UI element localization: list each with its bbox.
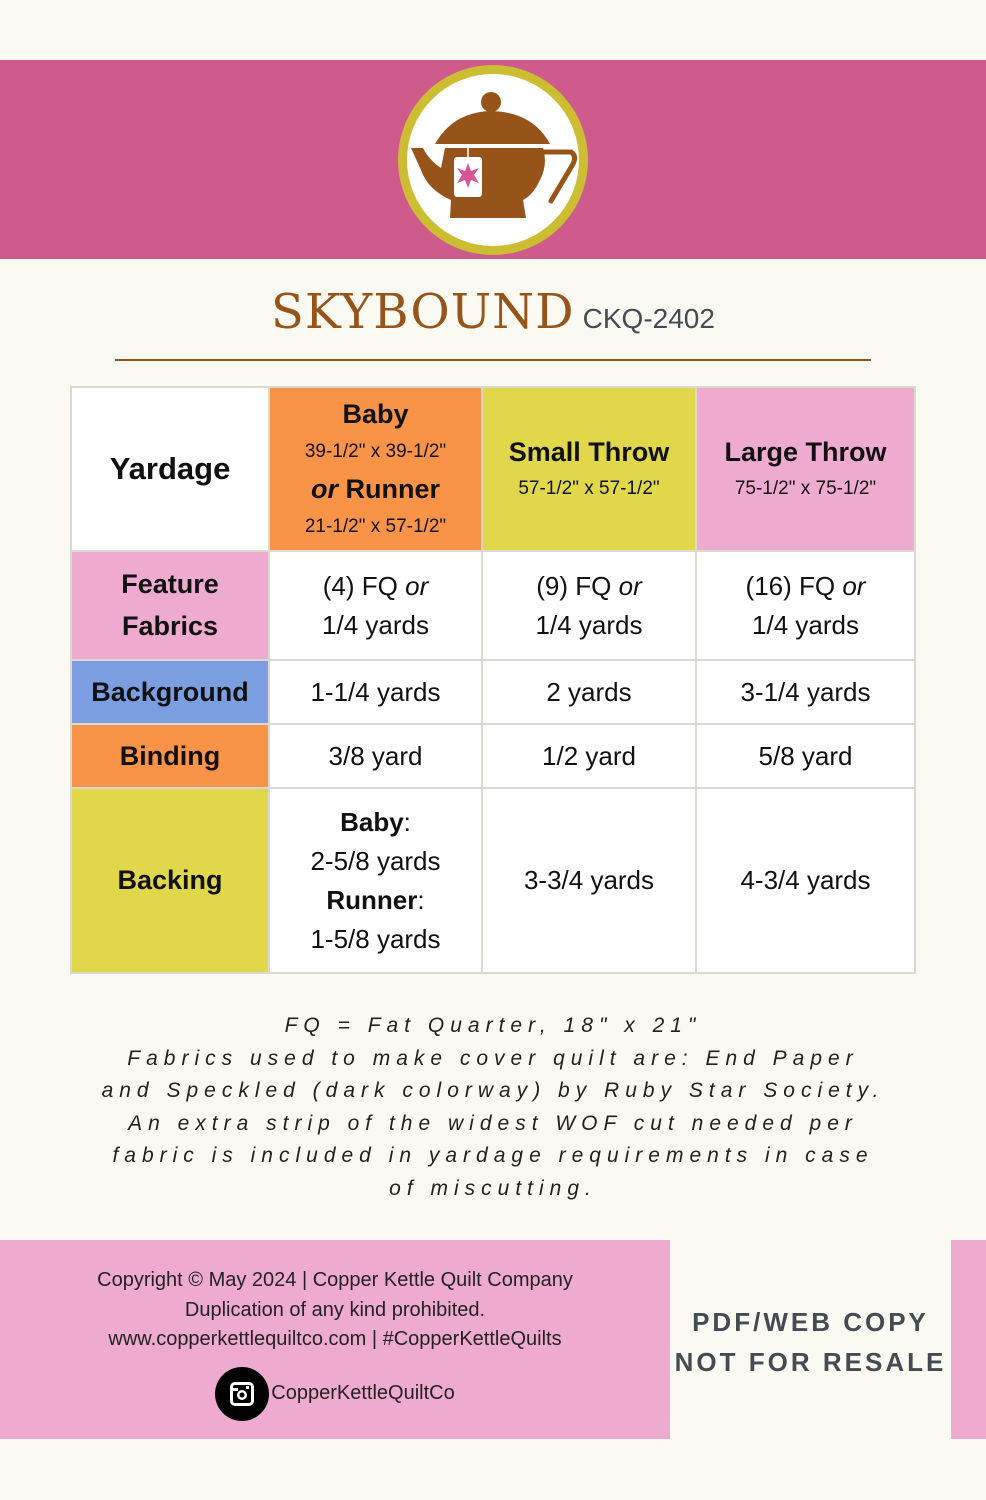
- column-alt-name: Runner: [345, 474, 441, 504]
- note-line: fabric is included in yardage requiremen…: [112, 1144, 874, 1167]
- yardage-table: Yardage Baby 39-1/2" x 39-1/2" or Runner…: [70, 386, 916, 974]
- cell-text: (9) FQ: [536, 570, 619, 601]
- copyright-text: Copyright © May 2024 | Copper Kettle Qui…: [97, 1269, 573, 1291]
- column-size: 75-1/2" x 75-1/2": [734, 478, 877, 500]
- table-row-background: Background 1-1/4 yards 2 yards 3-1/4 yar…: [70, 659, 916, 725]
- table-cell: (4) FQ or 1/4 yards: [268, 550, 483, 661]
- column-header-baby: Baby 39-1/2" x 39-1/2" or Runner 21-1/2"…: [268, 386, 483, 552]
- row-label: Feature Fabrics: [70, 550, 270, 661]
- instagram-handle: CopperKettleQuiltCo: [271, 1382, 455, 1404]
- column-name: Large Throw: [724, 436, 887, 467]
- table-cell: 5/8 yard: [695, 723, 916, 789]
- resale-line: NOT FOR RESALE: [674, 1347, 947, 1377]
- pattern-code: CKQ-2402: [582, 303, 715, 334]
- or-text: or: [405, 570, 429, 601]
- note-line: and Speckled (dark colorway) by Ruby Sta…: [101, 1079, 885, 1102]
- table-cell: 3-1/4 yards: [695, 659, 916, 725]
- row-label: Binding: [70, 723, 270, 789]
- table-cell: 3-3/4 yards: [481, 787, 697, 974]
- or-text: or: [310, 474, 338, 504]
- cell-sublabel: Baby: [340, 806, 404, 837]
- cell-text: 2-5/8 yards: [310, 845, 441, 876]
- table-cell: Baby: 2-5/8 yards Runner: 1-5/8 yards: [268, 787, 483, 974]
- column-size: 57-1/2" x 57-1/2": [518, 478, 660, 500]
- corner-label: Yardage: [70, 386, 270, 552]
- instagram-link[interactable]: CopperKettleQuiltCo: [215, 1366, 455, 1421]
- row-label: Background: [70, 659, 270, 725]
- duplication-text: Duplication of any kind prohibited.: [184, 1298, 486, 1321]
- or-text: or: [618, 570, 642, 601]
- cell-text: 1-5/8 yards: [310, 923, 441, 954]
- cell-sublabel: Runner: [326, 884, 418, 915]
- row-label: Backing: [70, 787, 270, 974]
- resale-line: PDF/WEB COPY: [692, 1307, 929, 1337]
- row-label-line: Fabrics: [121, 610, 219, 641]
- colon: :: [417, 884, 425, 915]
- table-row-feature-fabrics: Feature Fabrics (4) FQ or 1/4 yards (9) FQ…: [70, 550, 916, 661]
- pattern-name: SKYBOUND: [271, 284, 575, 340]
- cell-text: (16) FQ: [745, 570, 843, 601]
- note-line: of miscutting.: [389, 1176, 597, 1200]
- cell-text: 1/4 yards: [535, 609, 643, 640]
- resale-notice: PDF/WEB COPY NOT FOR RESALE: [670, 1302, 951, 1382]
- column-header-large-throw: Large Throw 75-1/2" x 75-1/2": [695, 386, 916, 552]
- colon: :: [403, 806, 411, 837]
- table-cell: 2 yards: [481, 659, 697, 725]
- table-header-row: Yardage Baby 39-1/2" x 39-1/2" or Runner…: [70, 386, 916, 552]
- cell-text: (4) FQ: [322, 570, 406, 601]
- table-cell: (9) FQ or 1/4 yards: [481, 550, 697, 661]
- column-size: 39-1/2" x 39-1/2": [304, 440, 447, 462]
- table-cell: (16) FQ or 1/4 yards: [695, 550, 916, 661]
- cell-text: 1/4 yards: [322, 609, 429, 640]
- column-alt-size: 21-1/2" x 57-1/2": [304, 515, 447, 537]
- notes: FQ = Fat Quarter, 18" x 21" Fabrics used…: [0, 1010, 986, 1205]
- note-line: An extra strip of the widest WOF cut nee…: [128, 1111, 858, 1135]
- row-label-line: Feature: [121, 568, 219, 599]
- table-cell: 1-1/4 yards: [268, 659, 483, 725]
- table-cell: 3/8 yard: [268, 723, 483, 789]
- table-cell: 4-3/4 yards: [695, 787, 916, 974]
- footer: Copyright © May 2024 | Copper Kettle Qui…: [0, 1240, 670, 1439]
- note-line: FQ = Fat Quarter, 18" x 21": [284, 1014, 702, 1037]
- table-row-backing: Backing Baby: 2-5/8 yards Runner: 1-5/8 …: [70, 787, 916, 974]
- website-link[interactable]: www.copperkettlequiltco.com | #CopperKet…: [108, 1328, 562, 1350]
- title-divider: [115, 359, 871, 361]
- footer-pink-strip: [951, 1240, 986, 1439]
- table-row-binding: Binding 3/8 yard 1/2 yard 5/8 yard: [70, 723, 916, 789]
- column-name: Baby: [342, 399, 409, 430]
- table-cell: 1/2 yard: [481, 723, 697, 789]
- teapot-logo-icon: [398, 65, 588, 255]
- column-header-small-throw: Small Throw 57-1/2" x 57-1/2": [481, 386, 697, 552]
- cell-text: 1/4 yards: [752, 609, 859, 640]
- pattern-title: SKYBOUND CKQ-2402: [0, 284, 986, 340]
- instagram-icon: [215, 1366, 270, 1421]
- note-line: Fabrics used to make cover quilt are: En…: [127, 1046, 859, 1070]
- or-text: or: [842, 570, 866, 601]
- column-name: Small Throw: [508, 436, 670, 467]
